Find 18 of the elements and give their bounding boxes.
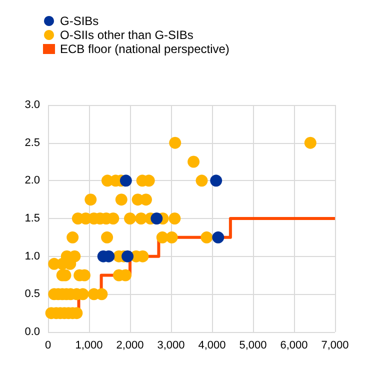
y-tick-label: 0.5 [24, 288, 40, 300]
x-tick-label: 1,000 [75, 340, 103, 352]
y-tick-label: 3.0 [24, 99, 40, 111]
x-tick-label: 5,000 [239, 340, 267, 352]
x-tick-label: 7,000 [321, 340, 349, 352]
x-tick-label: 6,000 [280, 340, 308, 352]
y-tick-label: 0.0 [24, 326, 40, 338]
legend-label: O-SIIs other than G-SIBs [60, 28, 194, 42]
x-tick-label: 3,000 [157, 340, 185, 352]
x-tick-label: 0 [44, 340, 52, 352]
legend-label: ECB floor (national perspective) [60, 42, 230, 56]
x-tick-label: 4,000 [198, 340, 226, 352]
y-tick-label: 2.0 [24, 174, 40, 187]
y-tick-label: 2.5 [24, 136, 40, 149]
x-tick-label: 2,000 [116, 340, 144, 352]
legend-label: G-SIBs [60, 14, 99, 28]
y-tick-label: 1.5 [24, 212, 40, 224]
y-tick-label: 1.0 [24, 250, 40, 262]
